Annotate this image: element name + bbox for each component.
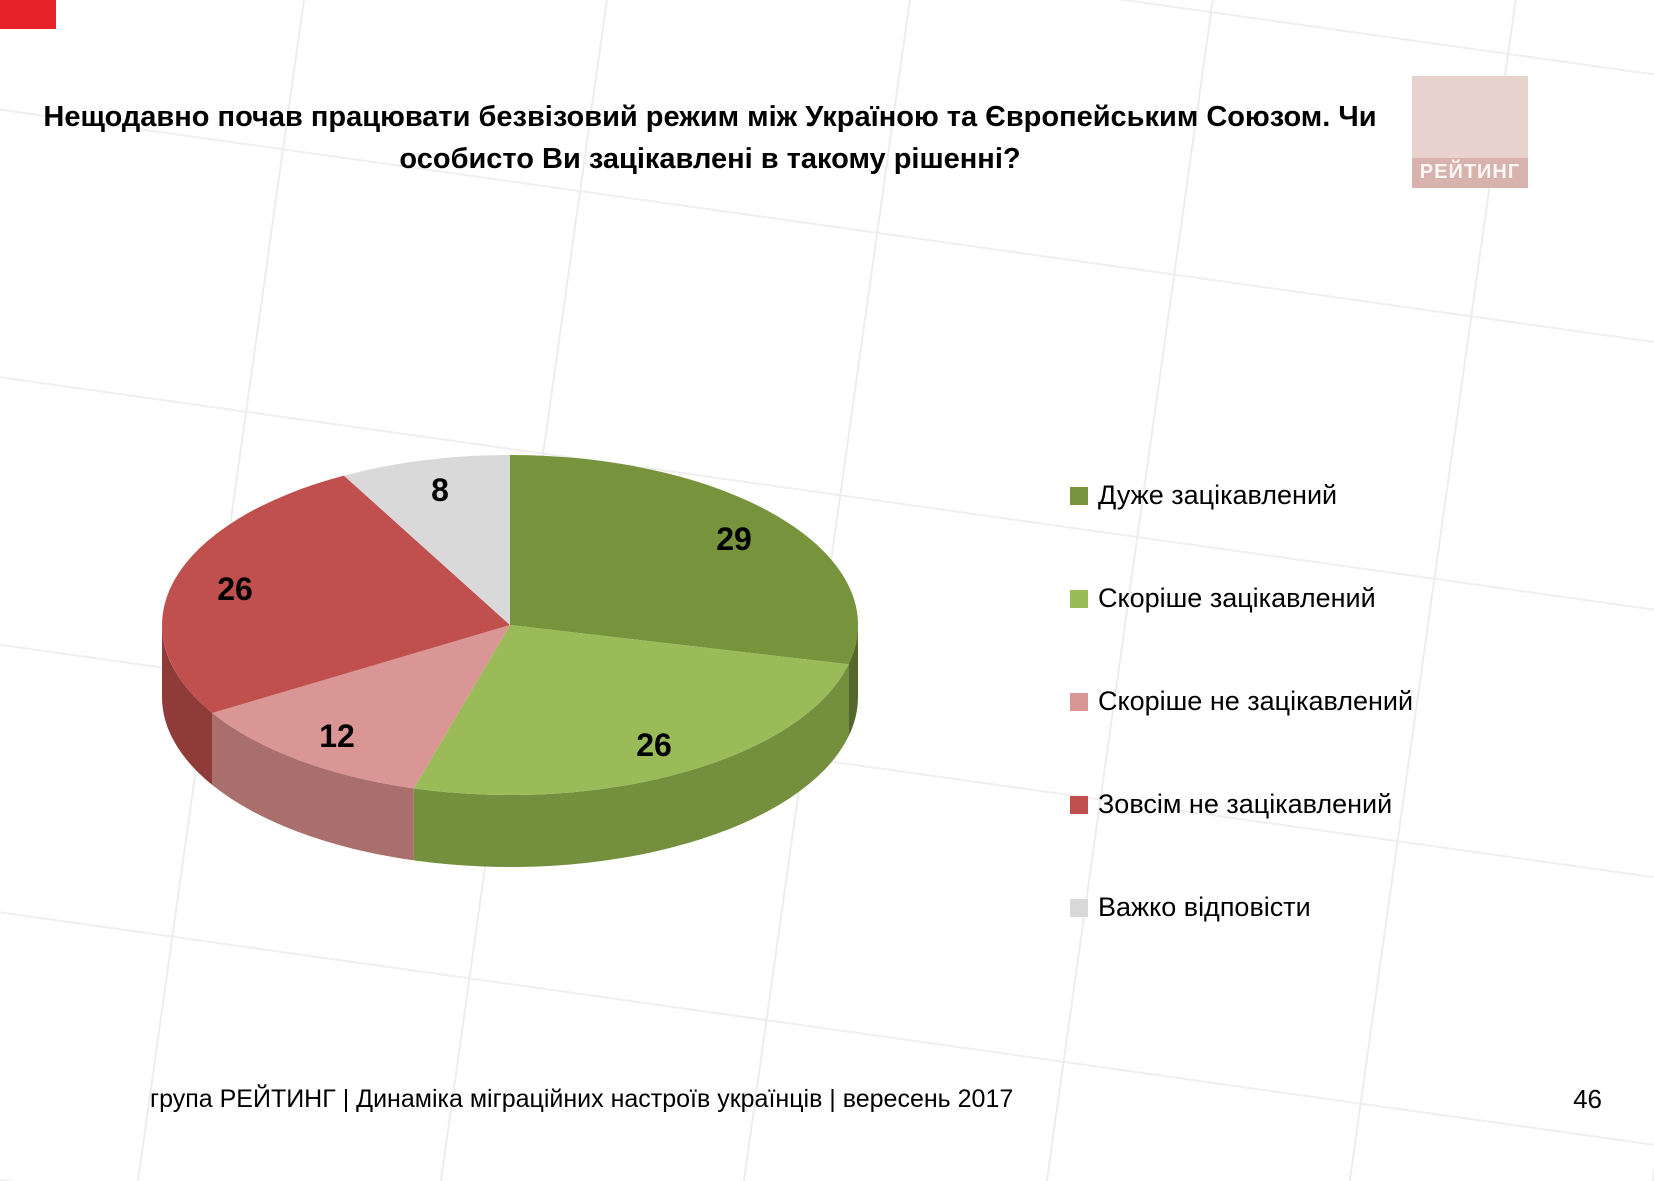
legend-item: Зовсім не зацікавлений [1070, 789, 1413, 820]
pie-slice-side [212, 713, 414, 861]
rating-logo: РЕЙТИНГ [1412, 76, 1528, 188]
pie-slice [343, 455, 510, 625]
pie-data-label: 8 [431, 472, 449, 508]
corner-accent [0, 0, 56, 29]
footer-caption: група РЕЙТИНГ | Динаміка міграційних нас… [150, 1085, 1014, 1113]
legend-swatch [1070, 795, 1088, 814]
pie-data-label: 26 [636, 727, 672, 763]
page-number: 46 [1573, 1084, 1602, 1114]
legend-item: Важко відповісти [1070, 892, 1413, 923]
pie-slice-side [848, 625, 858, 737]
pie-slice-side [162, 625, 213, 785]
legend-label: Скоріше зацікавлений [1098, 583, 1376, 613]
pie-data-label: 12 [319, 718, 355, 754]
pie-data-label: 26 [217, 571, 253, 607]
legend-label: Важко відповісти [1098, 892, 1311, 922]
legend-label: Дуже зацікавлений [1098, 480, 1338, 510]
legend-swatch [1070, 692, 1088, 711]
pie-slice [510, 455, 859, 665]
pie-slice-side [413, 664, 849, 868]
rating-logo-text: РЕЙТИНГ [1412, 158, 1528, 188]
chart-legend: Дуже зацікавлений Скоріше зацікавлений Ско… [1070, 480, 1413, 923]
pie-chart: 29 26 12 26 8 [162, 455, 859, 868]
legend-item: Скоріше зацікавлений [1070, 583, 1413, 614]
pie-slice [212, 625, 511, 789]
legend-label: Скоріше не зацікавлений [1098, 686, 1414, 716]
legend-swatch [1070, 486, 1088, 505]
pie-slice [413, 625, 849, 796]
pie-slice [162, 475, 510, 713]
legend-item: Скоріше не зацікавлений [1070, 686, 1413, 717]
legend-item: Дуже зацікавлений [1070, 480, 1413, 511]
legend-swatch [1070, 898, 1088, 917]
legend-swatch [1070, 589, 1088, 608]
pie-data-label: 29 [716, 521, 752, 557]
slide-title: Нещодавно почав працювати безвізовий реж… [43, 101, 1377, 176]
legend-label: Зовсім не зацікавлений [1098, 789, 1393, 819]
